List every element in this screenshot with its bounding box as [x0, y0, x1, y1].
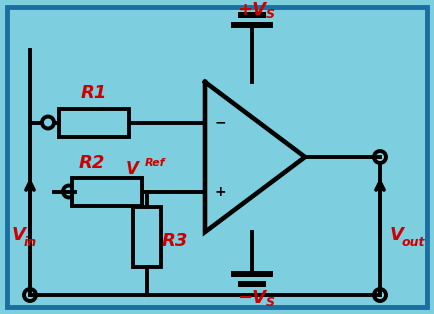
- Bar: [133, 207, 161, 267]
- Text: V: V: [390, 226, 404, 244]
- Text: V: V: [12, 226, 26, 244]
- Text: R2: R2: [79, 154, 105, 172]
- FancyBboxPatch shape: [7, 7, 427, 307]
- Text: R3: R3: [162, 232, 188, 251]
- Text: in: in: [24, 236, 37, 248]
- Text: −: −: [214, 116, 226, 129]
- Bar: [72, 177, 142, 205]
- Text: +V: +V: [237, 1, 266, 19]
- Text: out: out: [402, 236, 425, 248]
- Text: S: S: [266, 8, 275, 20]
- Text: S: S: [266, 295, 275, 308]
- Text: R1: R1: [81, 84, 107, 101]
- Text: −V: −V: [237, 289, 266, 307]
- Bar: [59, 109, 129, 137]
- Text: +: +: [214, 185, 226, 198]
- Text: V: V: [126, 160, 139, 178]
- Text: Ref: Ref: [145, 159, 165, 169]
